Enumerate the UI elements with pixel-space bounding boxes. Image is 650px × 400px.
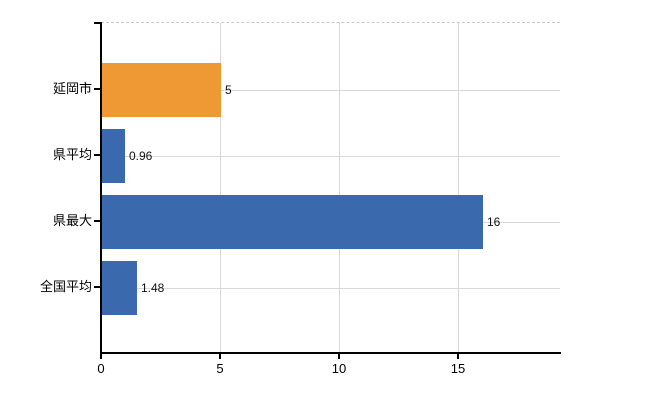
value-label: 5 [225, 83, 232, 97]
category-label: 全国平均 [39, 279, 92, 294]
bar-4 [102, 261, 137, 315]
x-axis-line [101, 352, 561, 354]
vertical-gridline [339, 23, 340, 353]
y-axis-line [100, 22, 102, 353]
bar-3 [102, 195, 483, 249]
x-axis-tick [338, 353, 340, 359]
horizontal-gridline [101, 90, 560, 91]
horizontal-gridline [101, 156, 560, 157]
y-axis-end-tick [94, 22, 101, 24]
x-axis-tick [100, 353, 102, 359]
category-label: 延岡市 [52, 81, 92, 96]
x-tick-label: 10 [331, 361, 347, 376]
x-tick-label: 5 [216, 361, 224, 376]
y-axis-tick [94, 154, 101, 156]
x-tick-label: 15 [450, 361, 466, 376]
plot-area: 5 0.96 16 1.48 [101, 22, 560, 353]
y-axis-tick [94, 220, 101, 222]
horizontal-gridline [101, 288, 560, 289]
bar-2 [102, 129, 125, 183]
bar-1 [102, 63, 221, 117]
value-label: 0.96 [129, 149, 153, 163]
y-axis-tick [94, 286, 101, 288]
y-axis-tick [94, 88, 101, 90]
x-axis-tick [457, 353, 459, 359]
value-label: 16 [487, 215, 501, 229]
vertical-gridline [458, 23, 459, 353]
category-label: 県最大 [52, 213, 92, 228]
vertical-gridline [220, 23, 221, 353]
x-axis-tick [219, 353, 221, 359]
x-tick-label: 0 [97, 361, 105, 376]
category-label: 県平均 [52, 147, 92, 162]
value-label: 1.48 [141, 281, 165, 295]
